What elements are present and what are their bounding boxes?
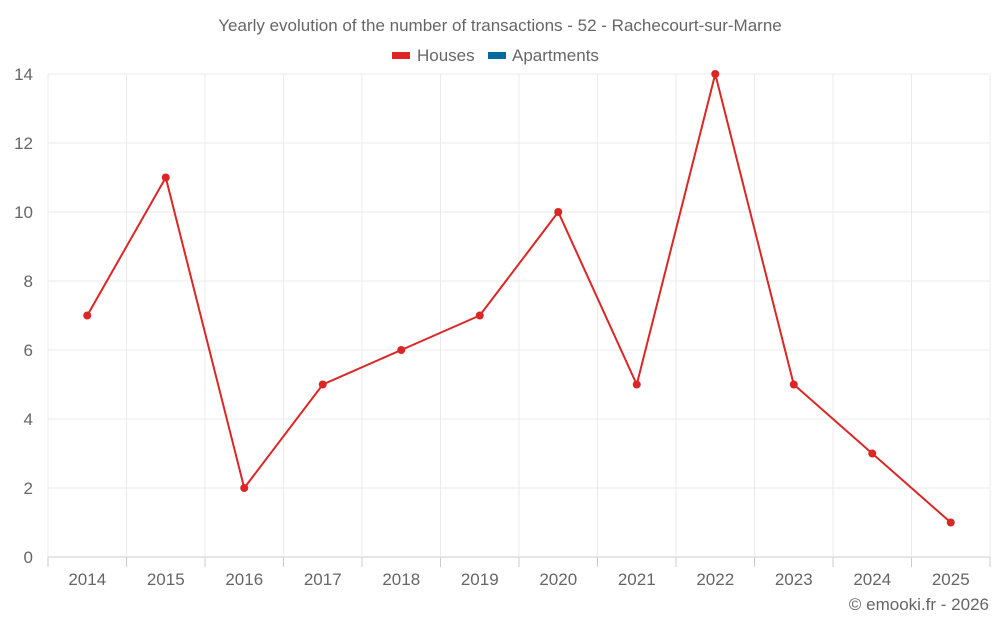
x-tick-label: 2018 bbox=[382, 570, 420, 589]
data-point-houses-2025 bbox=[946, 518, 955, 527]
legend-swatch-houses bbox=[392, 52, 410, 59]
x-tick-label: 2023 bbox=[775, 570, 813, 589]
y-tick-label: 2 bbox=[24, 479, 33, 498]
y-tick-label: 12 bbox=[14, 134, 33, 153]
y-tick-label: 10 bbox=[14, 203, 33, 222]
data-point-houses-2017 bbox=[318, 380, 327, 389]
x-tick-label: 2022 bbox=[696, 570, 734, 589]
y-tick-label: 0 bbox=[24, 548, 33, 567]
data-point-houses-2016 bbox=[240, 484, 249, 492]
x-tick-label: 2021 bbox=[618, 570, 656, 589]
data-point-houses-2022 bbox=[711, 70, 720, 78]
y-tick-label: 8 bbox=[24, 272, 33, 291]
y-tick-label: 4 bbox=[24, 410, 33, 429]
x-tick-label: 2015 bbox=[147, 570, 185, 589]
x-tick-label: 2016 bbox=[225, 570, 263, 589]
data-point-houses-2021 bbox=[632, 380, 641, 389]
y-tick-label: 6 bbox=[24, 341, 33, 360]
y-tick-label: 14 bbox=[14, 65, 33, 84]
x-tick-label: 2019 bbox=[461, 570, 499, 589]
x-tick-label: 2024 bbox=[853, 570, 891, 589]
legend-label-apartments[interactable]: Apartments bbox=[512, 46, 599, 65]
data-point-houses-2019 bbox=[475, 311, 484, 320]
x-tick-label: 2025 bbox=[932, 570, 970, 589]
x-tick-label: 2020 bbox=[539, 570, 577, 589]
x-tick-label: 2014 bbox=[68, 570, 106, 589]
legend-label-houses[interactable]: Houses bbox=[417, 46, 475, 65]
data-point-houses-2015 bbox=[161, 173, 170, 182]
legend: Houses Apartments bbox=[392, 46, 599, 65]
data-point-houses-2018 bbox=[397, 346, 406, 354]
x-tick-label: 2017 bbox=[304, 570, 342, 589]
data-point-houses-2023 bbox=[789, 380, 798, 389]
data-point-houses-2020 bbox=[554, 208, 563, 216]
chart-title: Yearly evolution of the number of transa… bbox=[218, 16, 781, 35]
legend-swatch-apartments bbox=[488, 52, 506, 59]
credit-text: © emooki.fr - 2026 bbox=[849, 595, 989, 614]
data-point-houses-2014 bbox=[83, 311, 92, 320]
data-point-houses-2024 bbox=[868, 449, 877, 458]
series-line-houses bbox=[86, 73, 952, 524]
